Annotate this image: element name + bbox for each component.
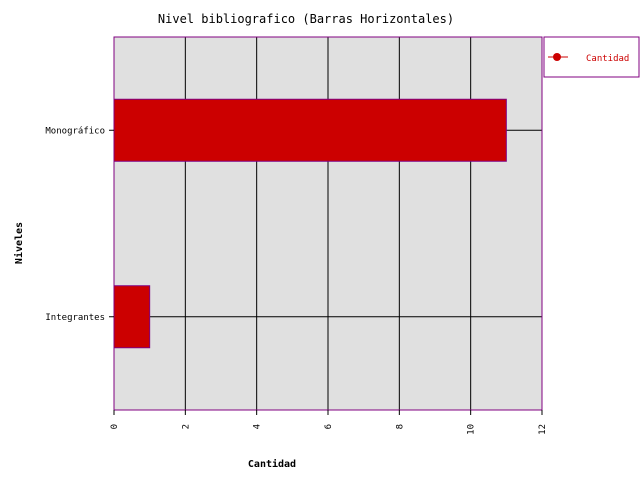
x-tick-label: 6 (324, 424, 334, 429)
bar-1 (113, 98, 507, 162)
y-tick-label: Integrantes (45, 313, 105, 323)
x-tick-label: 0 (110, 424, 120, 429)
legend-marker (553, 53, 561, 61)
legend: Cantidad (543, 36, 640, 78)
x-tick-label: 10 (467, 424, 477, 435)
legend-label: Cantidad (586, 54, 629, 64)
bars (113, 98, 507, 349)
x-tick-label: 2 (181, 424, 191, 429)
y-axis-ticks: Monográfico Integrantes (45, 126, 114, 323)
x-axis-ticks: 0 2 4 6 8 10 12 (110, 410, 548, 435)
x-tick-label: 8 (395, 424, 405, 429)
x-tick-label: 4 (253, 424, 263, 429)
x-tick-label: 12 (538, 424, 548, 435)
chart-title: Nivel bibliografico (Barras Horizontales… (158, 12, 454, 26)
y-tick-label: Monográfico (45, 126, 105, 136)
y-axis-title: Niveles (13, 222, 25, 264)
bar-2 (113, 285, 151, 349)
x-axis-title: Cantidad (248, 458, 296, 470)
